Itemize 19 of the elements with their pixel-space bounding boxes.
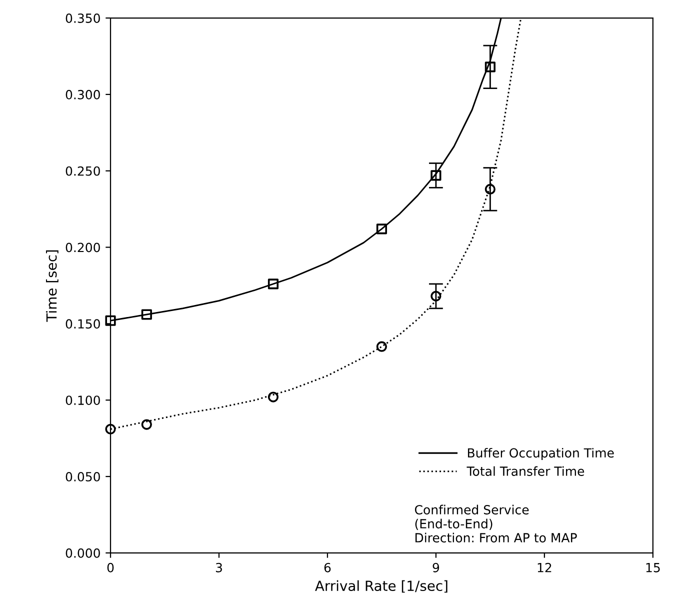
x-tick-label: 3 <box>216 562 222 572</box>
y-tick-label: 0.000 <box>66 548 100 558</box>
y-tick-label: 0.250 <box>66 166 100 176</box>
y-tick-label: 0.100 <box>66 396 100 406</box>
y-tick-label: 0.200 <box>66 242 100 252</box>
annotation: Confirmed Service (End-to-End) Direction: From AP to MAP <box>414 504 577 542</box>
x-tick-label: 15 <box>646 563 660 572</box>
y-axis-title: Time [sec] <box>46 250 58 322</box>
y-tick-label: 0.150 <box>66 319 100 329</box>
x-tick-label: 6 <box>324 562 331 572</box>
x-tick-label: 0 <box>107 562 114 572</box>
x-tick-label: 12 <box>538 562 552 572</box>
x-tick-label: 9 <box>432 562 440 572</box>
y-tick-label: 0.300 <box>66 90 100 100</box>
y-tick-label: 0.050 <box>66 472 100 482</box>
x-axis-title: Arrival Rate [1/sec] <box>315 580 448 593</box>
y-tick-label: 0.350 <box>66 14 100 23</box>
legend-label: Buffer Occupation Time <box>468 448 614 460</box>
legend-label: Total Transfer Time <box>466 466 584 476</box>
